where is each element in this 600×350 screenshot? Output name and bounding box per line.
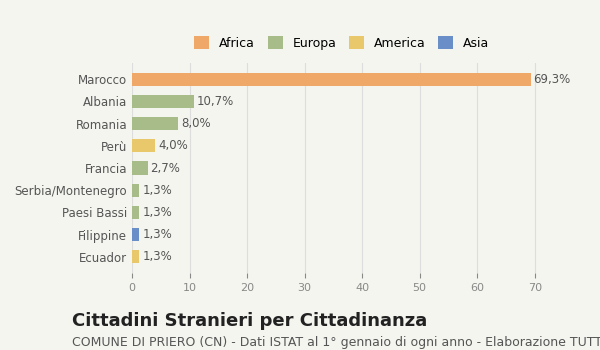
Text: Cittadini Stranieri per Cittadinanza: Cittadini Stranieri per Cittadinanza (72, 312, 427, 329)
Bar (132, 95, 194, 108)
Bar (132, 206, 139, 219)
Bar (132, 117, 178, 130)
Text: 1,3%: 1,3% (142, 228, 172, 241)
Text: 8,0%: 8,0% (181, 117, 211, 130)
Legend: Africa, Europa, America, Asia: Africa, Europa, America, Asia (190, 32, 494, 55)
Bar (132, 250, 139, 264)
Bar (132, 228, 139, 241)
Bar (132, 183, 139, 197)
Text: 10,7%: 10,7% (196, 95, 233, 108)
Bar (132, 72, 531, 86)
Text: 1,3%: 1,3% (142, 184, 172, 197)
Text: 69,3%: 69,3% (533, 73, 571, 86)
Text: 1,3%: 1,3% (142, 250, 172, 263)
Text: COMUNE DI PRIERO (CN) - Dati ISTAT al 1° gennaio di ogni anno - Elaborazione TUT: COMUNE DI PRIERO (CN) - Dati ISTAT al 1°… (72, 336, 600, 349)
Text: 1,3%: 1,3% (142, 206, 172, 219)
Text: 2,7%: 2,7% (151, 161, 180, 175)
Text: 4,0%: 4,0% (158, 139, 188, 152)
Bar (132, 161, 148, 175)
Bar (132, 139, 155, 153)
